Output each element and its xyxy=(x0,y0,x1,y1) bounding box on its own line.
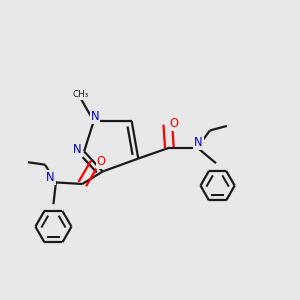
Text: N: N xyxy=(91,110,100,123)
Text: O: O xyxy=(97,155,106,168)
Text: N: N xyxy=(73,143,82,156)
Text: CH₃: CH₃ xyxy=(73,90,89,99)
Text: N: N xyxy=(46,171,55,184)
Text: N: N xyxy=(194,136,202,149)
Text: O: O xyxy=(169,117,178,130)
